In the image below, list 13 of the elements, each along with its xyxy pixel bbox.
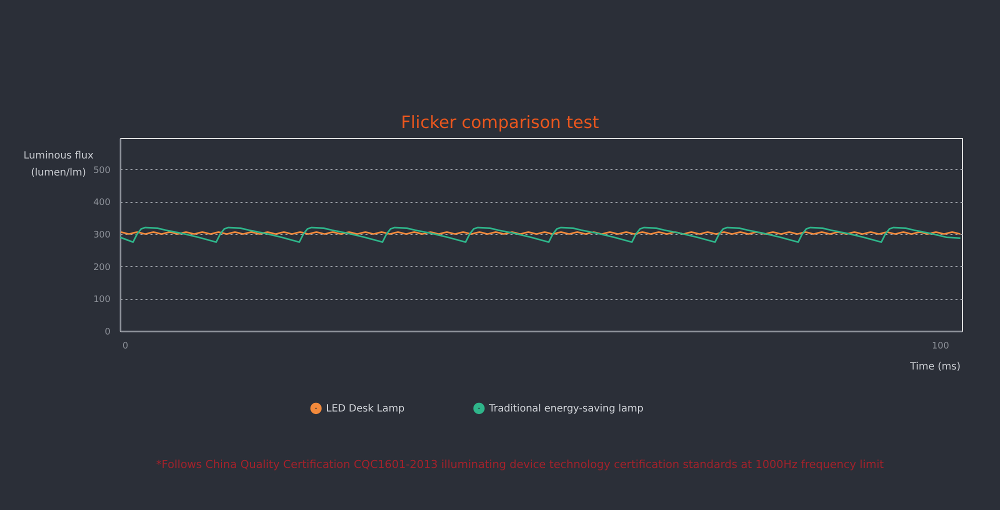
legend-label: LED Desk Lamp: [326, 403, 405, 414]
chart-title: Flicker comparison test: [401, 113, 600, 133]
y-tick-label: 100: [93, 295, 111, 306]
x-axis-title: Time (ms): [909, 362, 961, 372]
y-tick-label: 400: [93, 198, 111, 208]
y-tick-label: 0: [104, 328, 111, 338]
legend-label: Traditional energy-saving lamp: [488, 403, 644, 414]
text: *Follows China Quality Certification CQC1601-2013 illuminating device technology certification standards at 1000Hz frequency limit: [156, 458, 885, 471]
y-tick-label: 200: [93, 262, 111, 273]
y-tick-label: 500: [93, 166, 111, 176]
y-tick-label: 300: [93, 230, 111, 241]
y-axis-title: Luminous flux (lumen/lm): [24, 150, 94, 178]
line-series: [120, 226, 962, 243]
